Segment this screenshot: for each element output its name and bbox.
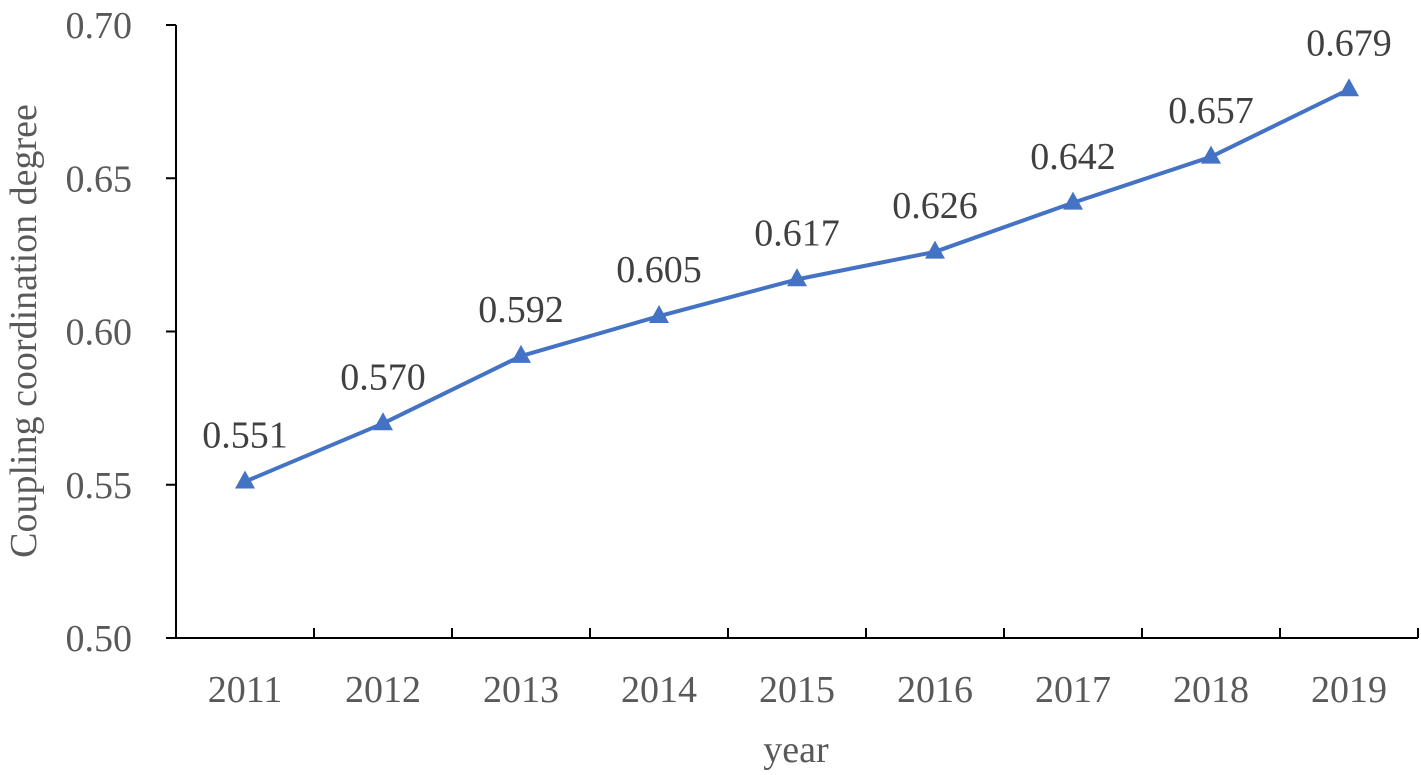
data-point-marker xyxy=(235,470,255,489)
y-tick-label: 0.70 xyxy=(66,5,133,47)
x-axis-title: year xyxy=(763,729,829,771)
data-label: 0.679 xyxy=(1306,22,1392,64)
data-point-marker xyxy=(1201,145,1221,164)
data-label: 0.642 xyxy=(1030,136,1116,178)
x-tick-label: 2011 xyxy=(208,669,283,711)
data-label: 0.551 xyxy=(202,415,288,457)
series-layer xyxy=(235,78,1359,489)
x-tick-label: 2014 xyxy=(621,669,697,711)
data-label: 0.626 xyxy=(892,185,978,227)
x-tick-label: 2013 xyxy=(483,669,559,711)
data-labels: 0.551 0.570 0.592 0.605 0.617 0.626 0.642 0.657… xyxy=(202,22,1392,456)
data-point-marker xyxy=(373,412,393,431)
x-tick-label: 2019 xyxy=(1311,669,1387,711)
y-axis-title: Coupling coordination degree xyxy=(3,104,45,558)
data-point-marker xyxy=(511,344,531,363)
data-label: 0.617 xyxy=(754,212,840,254)
data-point-marker xyxy=(787,268,807,287)
x-tick-label: 2015 xyxy=(759,669,835,711)
x-tick-label: 2018 xyxy=(1173,669,1249,711)
x-tick-label: 2016 xyxy=(897,669,973,711)
x-ticks: 2011 2012 2013 2014 2015 2016 2017 2018 2019 xyxy=(208,628,1419,711)
data-point-marker xyxy=(649,305,669,324)
data-point-marker xyxy=(1339,78,1359,97)
y-ticks: 0.50 0.55 0.60 0.65 0.70 xyxy=(66,5,176,660)
data-label: 0.570 xyxy=(340,356,426,398)
y-tick-label: 0.65 xyxy=(66,158,133,200)
y-tick-label: 0.55 xyxy=(66,465,133,507)
x-tick-label: 2017 xyxy=(1035,669,1111,711)
y-tick-label: 0.60 xyxy=(66,312,133,354)
data-label: 0.657 xyxy=(1168,90,1254,132)
y-tick-label: 0.50 xyxy=(66,618,133,660)
data-label: 0.592 xyxy=(478,289,564,331)
data-label: 0.605 xyxy=(616,249,702,291)
x-tick-label: 2012 xyxy=(345,669,421,711)
data-point-marker xyxy=(925,240,945,259)
data-point-marker xyxy=(1063,191,1083,210)
